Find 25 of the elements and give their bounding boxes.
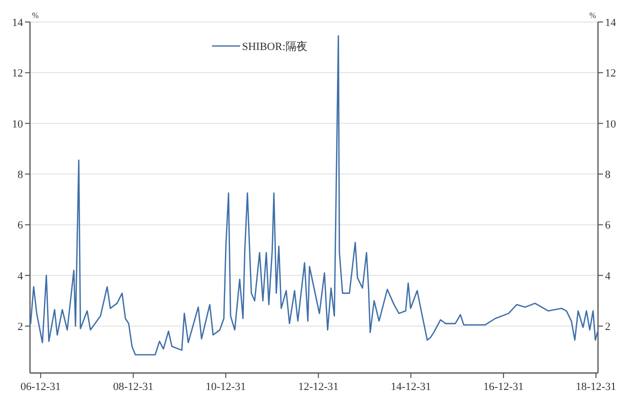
legend-label: SHIBOR:隔夜 bbox=[242, 40, 308, 53]
y-axis-title: % bbox=[32, 11, 39, 20]
y-tick-label: 6 bbox=[18, 220, 24, 232]
x-tick-label: 06-12-31 bbox=[20, 381, 61, 393]
y-tick-label: 2 bbox=[18, 321, 23, 334]
y-tick-label: 12 bbox=[12, 68, 23, 80]
y-tick-label: 14 bbox=[12, 17, 24, 29]
y2-tick-label: 8 bbox=[605, 169, 611, 182]
y2-tick-label: 2 bbox=[605, 321, 610, 334]
x-tick-label: 08-12-31 bbox=[113, 381, 154, 393]
x-tick-label: 10-12-31 bbox=[206, 381, 246, 393]
y2-tick-label: 12 bbox=[605, 68, 616, 80]
x-tick-label: 16-12-31 bbox=[483, 381, 524, 393]
y-tick-label: 8 bbox=[18, 169, 24, 182]
y-tick-label: 10 bbox=[12, 118, 24, 130]
y2-tick-label: 14 bbox=[605, 17, 616, 29]
x-tick-label: 12-12-31 bbox=[298, 381, 339, 393]
y2-tick-label: 4 bbox=[605, 270, 611, 282]
y2-tick-label: 10 bbox=[605, 118, 616, 130]
x-tick-label: 18-12-31 bbox=[576, 381, 616, 393]
y-tick-label: 4 bbox=[18, 270, 24, 282]
x-tick-label: 14-12-31 bbox=[390, 381, 432, 393]
y2-axis-title: % bbox=[589, 11, 596, 20]
line-series bbox=[30, 35, 598, 356]
y2-tick-label: 6 bbox=[605, 220, 611, 232]
